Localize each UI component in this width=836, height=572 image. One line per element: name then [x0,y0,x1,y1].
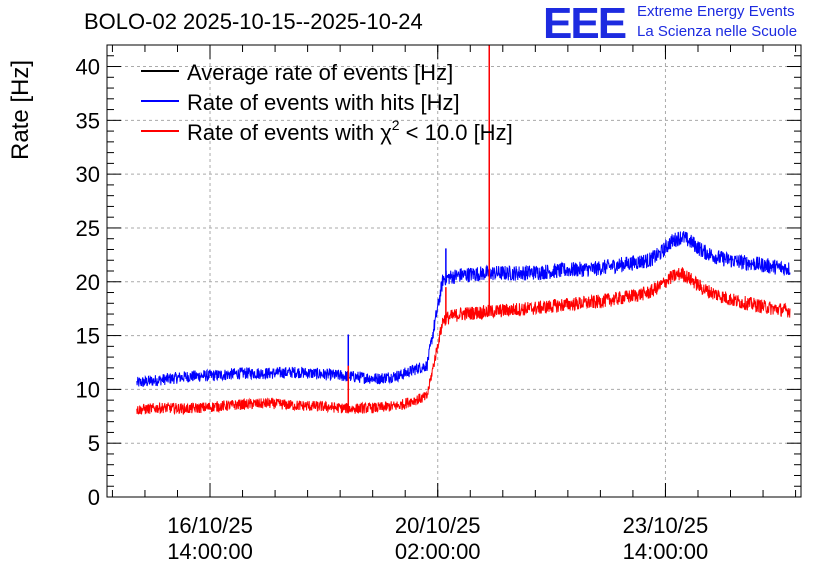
y-tick-label: 25 [76,216,100,241]
y-tick-label: 15 [76,324,100,349]
chart-title: BOLO-02 2025-10-15--2025-10-24 [84,9,423,34]
y-tick-label: 35 [76,108,100,133]
x-tick-label-time: 02:00:00 [395,539,481,564]
y-tick-label: 5 [88,431,100,456]
y-tick-label: 20 [76,270,100,295]
logo-caption-line1: Extreme Energy Events [637,3,795,20]
eee-logo: EEE [543,0,627,48]
series-line-hits [136,231,791,387]
plot-frame [106,44,802,498]
x-tick-label-date: 23/10/25 [623,513,709,538]
legend-label-0: Average rate of events [Hz] [187,60,453,85]
x-tick-label-time: 14:00:00 [623,539,709,564]
y-tick-label: 10 [76,377,100,402]
legend-label-2: Rate of events with χ2 < 10.0 [Hz] [187,117,513,145]
data-layer [136,45,791,416]
y-tick-label: 40 [76,55,100,80]
x-tick-label-time: 14:00:00 [167,539,253,564]
frame-layer: 051015202530354016/10/2514:00:0020/10/25… [76,44,802,564]
logo-caption-line2: La Scienza nelle Scuole [637,23,798,40]
y-axis-label: Rate [Hz] [7,60,34,160]
legend: Average rate of events [Hz] Rate of event… [141,60,513,145]
y-tick-label: 30 [76,162,100,187]
x-tick-label-date: 16/10/25 [167,513,253,538]
series-line-chi2 [136,267,791,416]
legend-label-1: Rate of events with hits [Hz] [187,90,460,115]
x-tick-label-date: 20/10/25 [395,513,481,538]
y-tick-label: 0 [88,485,100,510]
